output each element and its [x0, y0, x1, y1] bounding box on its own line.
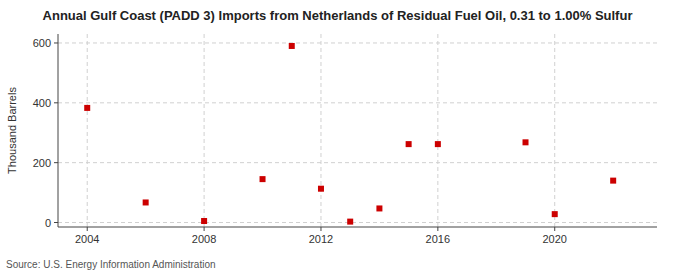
y-grid-line: [58, 42, 657, 43]
y-grid-line: [58, 222, 657, 223]
y-tick: [54, 102, 58, 103]
y-axis-label: Thousand Barrels: [6, 87, 18, 174]
y-tick-label: 0: [45, 217, 51, 229]
point: [201, 218, 207, 224]
x-tick-label: 2012: [309, 233, 333, 245]
x-grid-line: [204, 34, 205, 227]
y-tick-label: 200: [33, 157, 51, 169]
point: [318, 186, 324, 192]
x-tick-label: 2016: [426, 233, 450, 245]
x-tick-label: 2004: [75, 233, 99, 245]
x-grid-line: [437, 34, 438, 227]
y-tick: [54, 162, 58, 163]
points: [84, 43, 616, 225]
x-tick-label: 2020: [542, 233, 566, 245]
y-tick-label: 600: [33, 37, 51, 49]
title: Annual Gulf Coast (PADD 3) Imports from …: [43, 8, 633, 23]
y-tick-label: 400: [33, 97, 51, 109]
y-axis-line: [58, 34, 59, 227]
x-grid-line: [87, 34, 88, 227]
y-tick: [54, 222, 58, 223]
point: [260, 176, 266, 182]
x-tick: [437, 227, 438, 231]
grid: [58, 34, 657, 227]
point: [435, 141, 441, 147]
point: [376, 205, 382, 211]
chart: 2004 2008 2012 2016 2020 0 200 400 600 Thousand B…: [0, 0, 675, 275]
y-tick: [54, 42, 58, 43]
y-grid-line: [58, 102, 657, 103]
y-grid-line: [58, 162, 657, 163]
x-axis-line: [58, 227, 657, 228]
x-tick: [320, 227, 321, 231]
x-tick-label: 2008: [192, 233, 216, 245]
point: [406, 141, 412, 147]
point: [143, 199, 149, 205]
source-note: Source: U.S. Energy Information Administ…: [6, 259, 216, 270]
x-tick: [554, 227, 555, 231]
x-tick: [204, 227, 205, 231]
point: [552, 211, 558, 217]
point: [523, 139, 529, 145]
x-grid-line: [554, 34, 555, 227]
x-tick: [87, 227, 88, 231]
point: [610, 178, 616, 184]
point: [347, 219, 353, 225]
x-grid-line: [320, 34, 321, 227]
point: [289, 43, 295, 49]
axes: 2004 2008 2012 2016 2020 0 200 400 600: [33, 37, 567, 245]
point: [84, 105, 90, 111]
background: [0, 0, 675, 275]
